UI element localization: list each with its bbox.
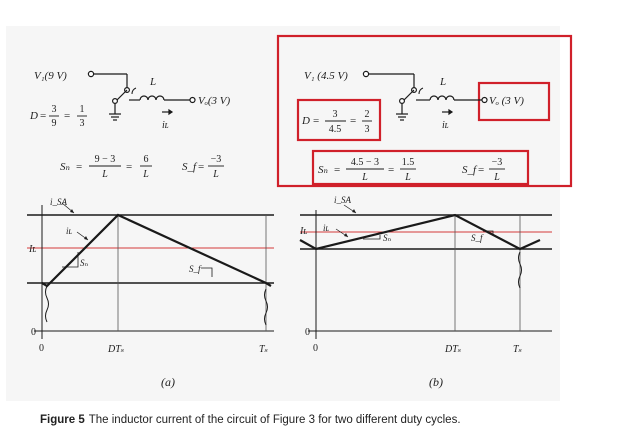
- panel-a-sn-den1: L: [101, 169, 108, 180]
- panel-b-il-label: iʟ: [442, 120, 449, 131]
- panel-b-inductor-label: L: [439, 76, 446, 88]
- panel-a-sn-mark: Sₙ: [80, 258, 89, 268]
- panel-a-sf-num: −3: [211, 154, 222, 165]
- panel-a-il-wave-label: iʟ: [66, 226, 73, 236]
- panel-a-duty-den2: 3: [80, 118, 85, 129]
- panel-b-slope-formulas: Sₙ = 4.5 − 3 L = 1.5 L S_f = −3 L: [318, 157, 505, 183]
- panel-b-sn-num2: 1.5: [402, 157, 415, 168]
- panel-b-il-axis-label: Iʟ: [299, 226, 307, 237]
- panel-b-wave-break-right: [518, 251, 522, 289]
- panel-a-sn-num1: 9 − 3: [95, 154, 116, 165]
- panel-b-sn-triangle: [363, 235, 381, 240]
- panel-a-il-label: iʟ: [162, 120, 169, 131]
- panel-b-inductor-current-wave: [299, 213, 541, 251]
- panel-a-inductor-current-wave: [41, 213, 267, 288]
- panel-a-sf-triangle: [201, 267, 213, 277]
- panel-a-il-axis-label: Iʟ: [28, 244, 36, 255]
- panel-a-duty-num1: 3: [52, 104, 57, 115]
- panel-b-vo-highlight-box: [477, 81, 551, 122]
- panel-b-zero-y-label: 0: [305, 327, 310, 338]
- svg-text:=: =: [126, 161, 132, 173]
- panel-a-duty-d: D: [29, 110, 38, 122]
- panel-a-sn-lhs: Sₙ: [60, 161, 70, 173]
- panel-a-vi-label: V₁(9 V): [34, 70, 67, 82]
- panel-a-wave-break-left: [45, 285, 49, 323]
- panel-b-il-wave-label: iʟ: [323, 223, 330, 233]
- svg-text:=: =: [76, 161, 82, 173]
- panel-b-sf-den: L: [493, 172, 500, 183]
- panel-b-slope-highlight-box: [311, 149, 530, 186]
- panel-a-duty-den1: 9: [52, 118, 57, 129]
- panel-b-duty-d: D: [301, 115, 310, 127]
- panel-a-sn-triangle: [62, 252, 79, 268]
- panel-b-sf-triangle: [483, 230, 494, 236]
- panel-b: V₁ (4.5 V) L Vₒ (3 V) iʟ D = 3 4.5 = 2 3…: [276, 34, 573, 389]
- panel-b-ts-label: Tₛ: [513, 344, 522, 355]
- svg-text:=: =: [350, 115, 356, 127]
- panel-b-duty-num2: 2: [365, 109, 370, 120]
- panel-a-zero-y-label: 0: [31, 327, 36, 338]
- panel-a-wave-break-right: [264, 288, 268, 326]
- panel-b-sf-mark: S_f: [471, 233, 484, 243]
- panel-b-waveform-plot: i_SA iʟ Sₙ S_f Iʟ 0 0 DTₛ Tₛ: [299, 195, 552, 355]
- panel-a-isa-label: i_SA: [50, 197, 68, 207]
- panel-a-ts-label: Tₛ: [259, 344, 268, 355]
- panel-a-duty-formula: D = 3 9 = 1 3: [29, 104, 87, 129]
- panel-b-sn-den2: L: [404, 172, 411, 183]
- panel-a-sn-den2: L: [142, 169, 149, 180]
- figure-caption-text: The inductor current of the circuit of F…: [89, 414, 461, 426]
- svg-text:=: =: [40, 110, 46, 122]
- panel-b-duty-den2: 3: [365, 124, 370, 135]
- panel-a-zero-x-label: 0: [39, 343, 44, 354]
- panel-b-sn-den1: L: [361, 172, 368, 183]
- svg-text:=: =: [64, 110, 70, 122]
- svg-text:=: =: [334, 164, 340, 176]
- panel-b-sn-lhs: Sₙ: [318, 164, 328, 176]
- panel-b-sn-mark: Sₙ: [383, 233, 392, 243]
- panel-b-duty-highlight-box: [296, 98, 382, 142]
- panel-b-circuit: [362, 70, 488, 121]
- panel-b-duty-num1: 3: [333, 109, 338, 120]
- panel-a-sf-den: L: [212, 169, 219, 180]
- svg-text:=: =: [478, 164, 484, 176]
- panel-b-sn-num1: 4.5 − 3: [351, 157, 379, 168]
- panel-b-duty-den1: 4.5: [329, 124, 342, 135]
- panel-a-vo-label: Vₒ(3 V): [198, 95, 230, 107]
- panel-a-label: (a): [161, 375, 175, 389]
- panel-b-sf-num: −3: [492, 157, 503, 168]
- panel-a-circuit: [87, 70, 196, 121]
- panel-a-sf-lhs: S_f: [182, 161, 198, 173]
- panel-a: V₁(9 V) L Vₒ(3 V) iʟ D = 3 9 = 1 3 Sₙ = …: [27, 70, 274, 389]
- figure-caption-label: Figure 5: [40, 414, 85, 426]
- panel-b-duty-formula: D = 3 4.5 = 2 3: [301, 109, 372, 135]
- panel-a-waveform-plot: i_SA iʟ Sₙ S_f Iʟ 0 0 DTₛ Tₛ: [27, 197, 274, 355]
- svg-text:=: =: [388, 164, 394, 176]
- svg-text:=: =: [198, 161, 204, 173]
- panel-b-label: (b): [429, 375, 443, 389]
- panel-b-outer-highlight-box: [276, 34, 573, 188]
- panel-b-zero-x-label: 0: [313, 343, 318, 354]
- svg-text:=: =: [313, 115, 319, 127]
- panel-a-slope-formulas: Sₙ = 9 − 3 L = 6 L S_f = −3 L: [60, 154, 224, 180]
- panel-a-inductor-label: L: [149, 76, 156, 88]
- panel-b-vi-label: V₁ (4.5 V): [304, 70, 348, 82]
- panel-a-sn-num2: 6: [144, 154, 149, 165]
- panel-a-duty-num2: 1: [80, 104, 85, 115]
- panel-b-dts-label: DTₛ: [444, 344, 461, 355]
- figure-caption: Figure 5 The inductor current of the circ…: [40, 414, 461, 426]
- panel-b-vo-label: Vₒ (3 V): [489, 95, 524, 107]
- panel-b-sf-lhs: S_f: [462, 164, 478, 176]
- panel-b-isa-label: i_SA: [334, 195, 352, 205]
- panel-a-dts-label: DTₛ: [107, 344, 124, 355]
- panel-a-sf-mark: S_f: [189, 264, 202, 274]
- figure-background: [6, 26, 560, 401]
